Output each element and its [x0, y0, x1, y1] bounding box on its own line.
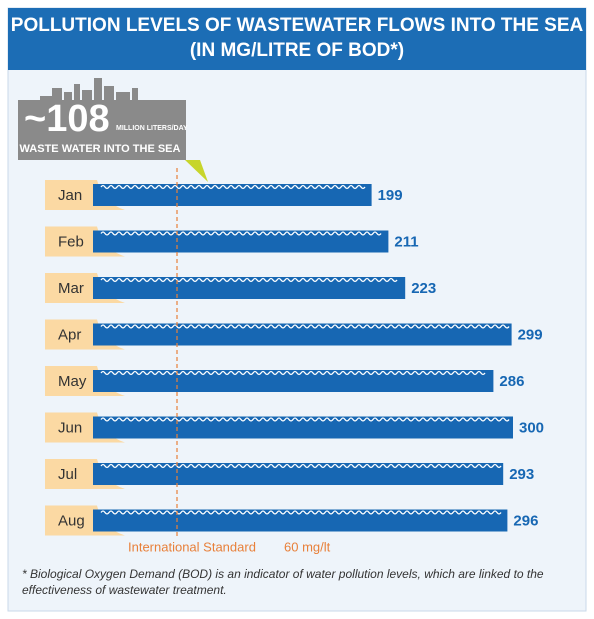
category-label: Jan	[58, 187, 82, 204]
value-label: 299	[518, 326, 543, 343]
chart: POLLUTION LEVELS OF WASTEWATER FLOWS INT…	[0, 0, 594, 619]
wave	[101, 465, 501, 468]
footnote: * Biological Oxygen Demand (BOD) is an i…	[22, 566, 577, 598]
category-label: Mar	[58, 280, 84, 297]
chart-subtitle: (IN MG/LITRE OF BOD*)	[190, 40, 404, 61]
category-label: Feb	[58, 233, 84, 250]
reference-value-label: 60 mg/lt	[284, 539, 331, 554]
page: POLLUTION LEVELS OF WASTEWATER FLOWS INT…	[0, 0, 594, 619]
category-label: Apr	[58, 326, 81, 343]
category-label: Jun	[58, 419, 82, 436]
value-label: 293	[509, 466, 534, 483]
value-label: 223	[411, 280, 436, 297]
callout-value: ~108	[24, 98, 110, 140]
category-label: May	[58, 373, 87, 390]
value-label: 296	[513, 512, 538, 529]
value-label: 199	[378, 187, 403, 204]
callout-unit: MILLION LITERS/DAY	[116, 125, 188, 132]
reference-label: International Standard	[128, 539, 256, 554]
category-label: Jul	[58, 466, 77, 483]
chart-title: POLLUTION LEVELS OF WASTEWATER FLOWS INT…	[11, 15, 584, 36]
value-label: 286	[499, 373, 524, 390]
wave	[101, 511, 501, 514]
callout-caption: WASTE WATER INTO THE SEA	[20, 143, 181, 155]
value-label: 211	[394, 233, 418, 250]
category-label: Aug	[58, 512, 85, 529]
value-label: 300	[519, 419, 544, 436]
